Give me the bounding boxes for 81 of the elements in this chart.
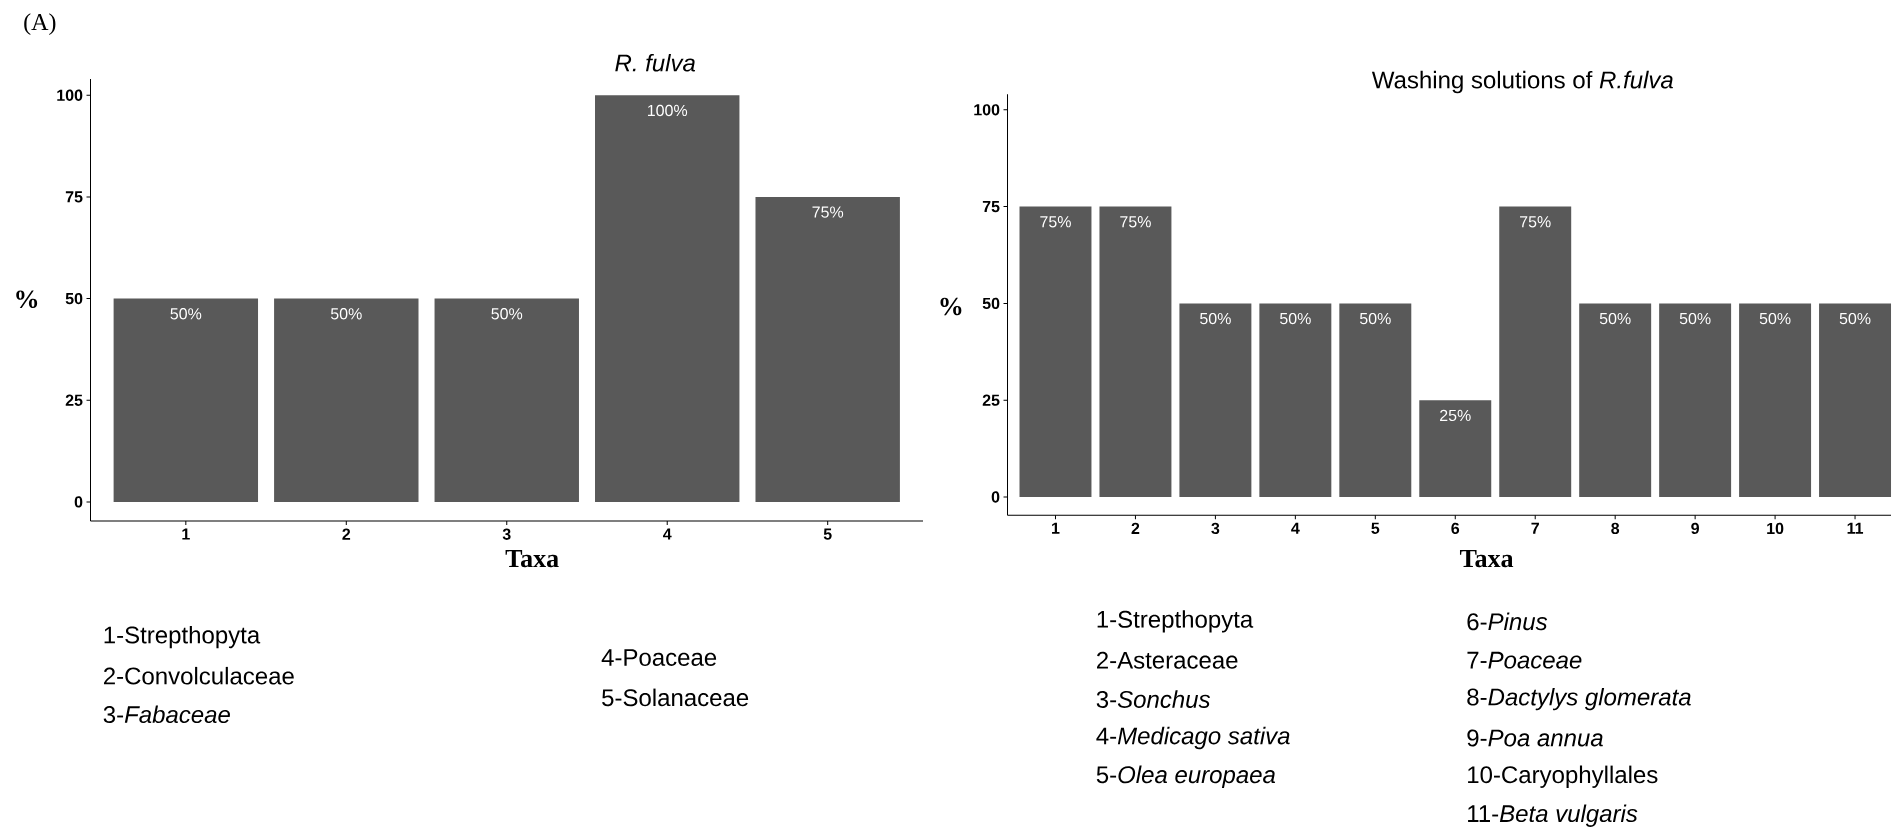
- y-axis-title: %: [16, 290, 38, 309]
- x-tick-label: 3: [1211, 522, 1220, 535]
- data-label: 75%: [1040, 216, 1071, 228]
- bar: [1339, 303, 1412, 497]
- x-tick-label: 5: [1371, 522, 1380, 534]
- bar: [595, 95, 740, 502]
- data-label: 50%: [1599, 312, 1631, 325]
- x-tick-label: 5: [823, 528, 832, 540]
- data-label: 50%: [1839, 312, 1871, 325]
- x-tick-label: 2: [1131, 522, 1140, 534]
- text: 7-Poaceae: [1467, 651, 1582, 669]
- bar: [1259, 303, 1332, 497]
- text: 3-Sonchus: [1096, 690, 1211, 708]
- x-tick-label: 3: [502, 528, 511, 540]
- bar: [1179, 303, 1252, 497]
- text: 1-Strepthopyta: [104, 625, 261, 649]
- bar: [1019, 206, 1092, 497]
- data-label: 50%: [1359, 312, 1391, 325]
- bar: [113, 298, 259, 502]
- x-tick-label: 2: [342, 528, 351, 540]
- text: 10-Caryophyllales: [1468, 765, 1658, 788]
- x-tick-label: 8: [1611, 522, 1620, 535]
- x-tick-label: 7: [1531, 522, 1539, 534]
- x-tick-label: 1: [182, 528, 190, 540]
- y-tick-label: 0: [74, 496, 83, 508]
- chart-title: R. fulva: [615, 53, 696, 72]
- text: 8-Dactylys glomerata: [1467, 687, 1691, 711]
- data-label: 50%: [1200, 312, 1231, 325]
- x-tick-label: 1: [1052, 522, 1060, 534]
- x-tick-label: 4: [1291, 522, 1300, 534]
- y-tick-label: 0: [991, 491, 1000, 503]
- y-tick-label: 75: [65, 191, 83, 203]
- data-label: 50%: [170, 308, 202, 320]
- text: 4-Poaceae: [601, 649, 717, 666]
- bar: [1499, 206, 1572, 497]
- data-label: 50%: [1759, 312, 1791, 325]
- bar: [434, 298, 579, 502]
- text: (A): [24, 13, 56, 36]
- data-label: 50%: [1679, 312, 1711, 325]
- text: 11-Beta vulgaris: [1468, 804, 1638, 827]
- data-label: 25%: [1440, 409, 1471, 422]
- bar: [1819, 303, 1892, 497]
- bar: [274, 298, 419, 502]
- bar: [1579, 303, 1652, 497]
- text: 6-Pinus: [1467, 612, 1548, 631]
- data-label: 50%: [1279, 312, 1311, 325]
- chart-title: Washing solutions of R.fulva: [1371, 70, 1673, 94]
- bar: [1419, 400, 1492, 497]
- x-tick-label: 4: [663, 528, 672, 540]
- x-tick-label: 11: [1847, 522, 1864, 534]
- y-tick-label: 100: [974, 104, 1000, 116]
- text: 5-Solanaceae: [602, 688, 749, 707]
- text: 2-Convolculaceae: [103, 666, 294, 685]
- text: 1-Strepthopyta: [1097, 610, 1254, 633]
- x-tick-label: 6: [1451, 522, 1460, 535]
- text: 5-Olea europaea: [1096, 765, 1276, 788]
- y-tick-label: 75: [982, 201, 1000, 213]
- data-label: 75%: [812, 206, 844, 218]
- y-tick-label: 50: [65, 292, 83, 305]
- data-label: 75%: [1120, 216, 1151, 228]
- data-label: 50%: [491, 308, 523, 320]
- data-label: 100%: [647, 104, 688, 117]
- x-tick-label: 10: [1767, 522, 1784, 535]
- bar: [755, 196, 900, 502]
- data-label: 75%: [1520, 216, 1551, 228]
- y-tick-label: 100: [57, 89, 83, 101]
- text: 3-Fabaceae: [103, 705, 230, 724]
- bar: [1659, 303, 1732, 497]
- text: 9-Poa annua: [1467, 729, 1603, 747]
- y-axis-title: %: [940, 297, 962, 316]
- bar: [1739, 303, 1812, 497]
- data-label: 50%: [330, 308, 362, 320]
- x-tick-label: 9: [1691, 522, 1699, 535]
- x-axis-title: Taxa: [505, 550, 559, 568]
- bar: [1099, 206, 1172, 497]
- y-tick-label: 25: [982, 394, 1000, 406]
- text: 4-Medicago sativa: [1096, 726, 1290, 750]
- x-axis-title: Taxa: [1459, 549, 1514, 568]
- text: 2-Asteraceae: [1097, 651, 1238, 669]
- y-tick-label: 25: [65, 394, 83, 406]
- y-tick-label: 50: [982, 297, 1000, 310]
